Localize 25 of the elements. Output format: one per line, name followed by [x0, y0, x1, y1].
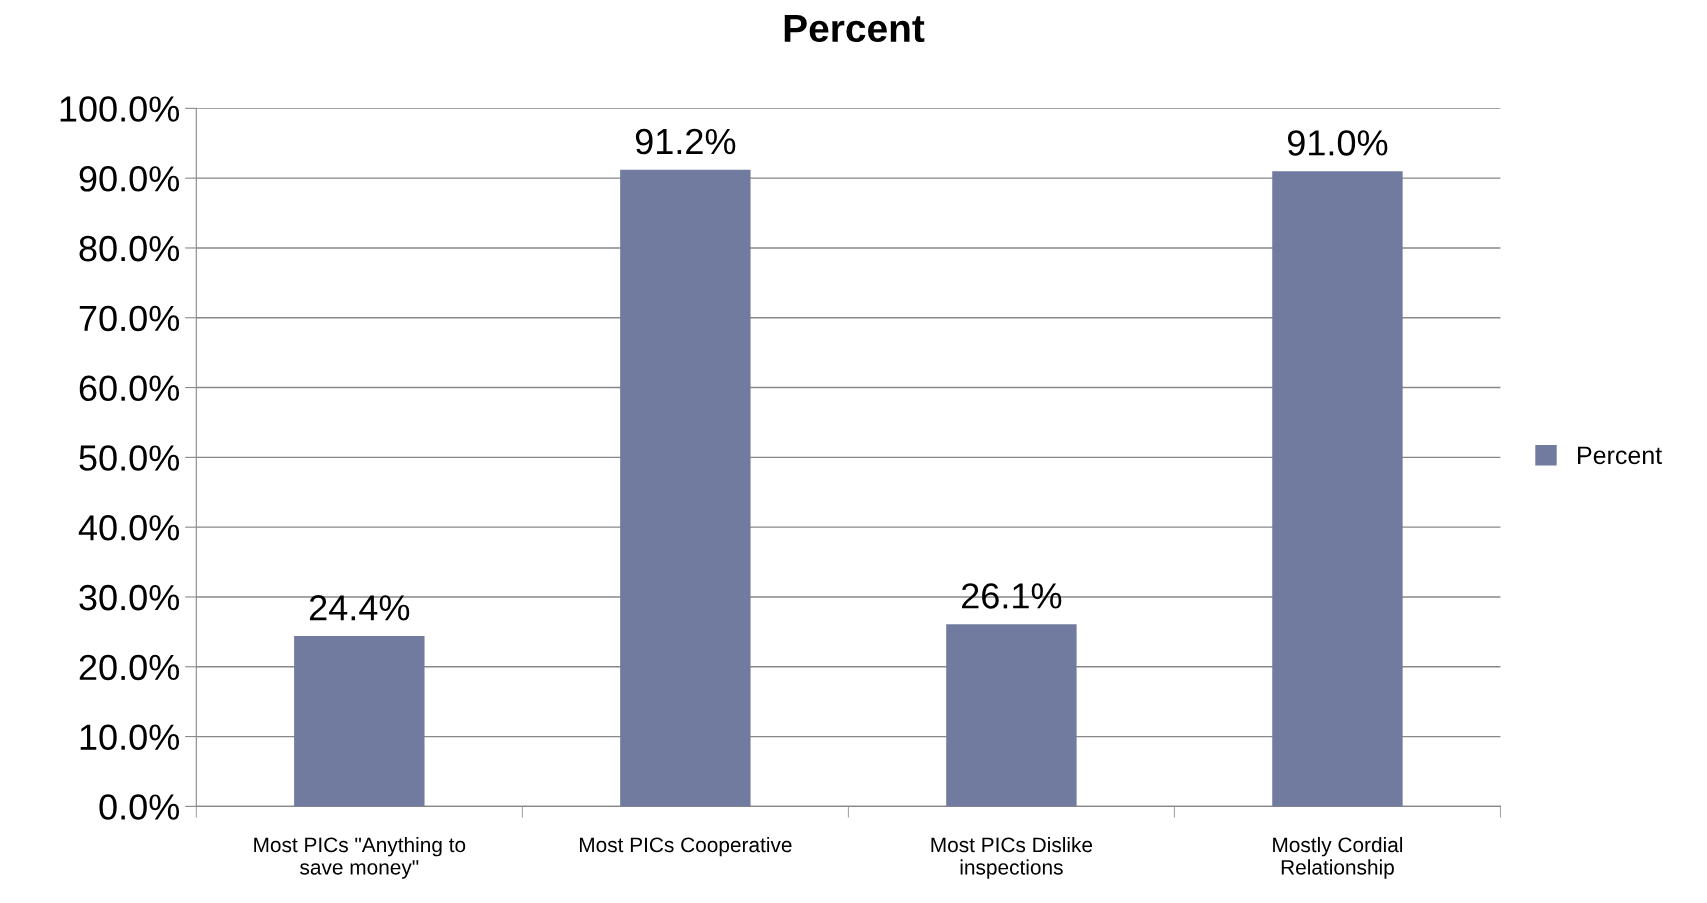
x-tick-label: Most PICs Dislike inspections: [931, 836, 1093, 879]
x-tick-label: Most PICs Cooperative: [579, 836, 792, 857]
data-label: 91.0%: [1287, 130, 1388, 156]
data-label: 26.1%: [962, 583, 1062, 609]
y-tick-label: 70.0%: [79, 305, 180, 332]
y-tick-label: 100.0%: [60, 96, 180, 122]
y-tick-label: 20.0%: [79, 654, 180, 681]
bar: [620, 169, 751, 807]
y-tick-label: 60.0%: [79, 375, 180, 402]
bar: [946, 624, 1077, 807]
x-tick-label: Mostly Cordial Relationship: [1273, 836, 1403, 879]
bar: [294, 636, 425, 807]
bar: [1272, 171, 1403, 807]
y-tick-label: 30.0%: [79, 584, 180, 611]
y-tick-label: 80.0%: [79, 235, 180, 262]
data-label: 91.2%: [635, 128, 736, 155]
y-tick-label: 40.0%: [78, 515, 180, 541]
y-tick-label: 10.0%: [80, 724, 180, 751]
y-tick-label: 50.0%: [79, 445, 180, 471]
chart-title: Percent: [784, 14, 925, 43]
x-tick-label: Most PICs "Anything to save money": [254, 836, 466, 879]
data-label: 24.4%: [309, 595, 410, 621]
y-tick-label: 90.0%: [79, 166, 180, 192]
y-tick-label: 0.0%: [99, 794, 180, 820]
legend-label: Percent: [1578, 446, 1662, 465]
